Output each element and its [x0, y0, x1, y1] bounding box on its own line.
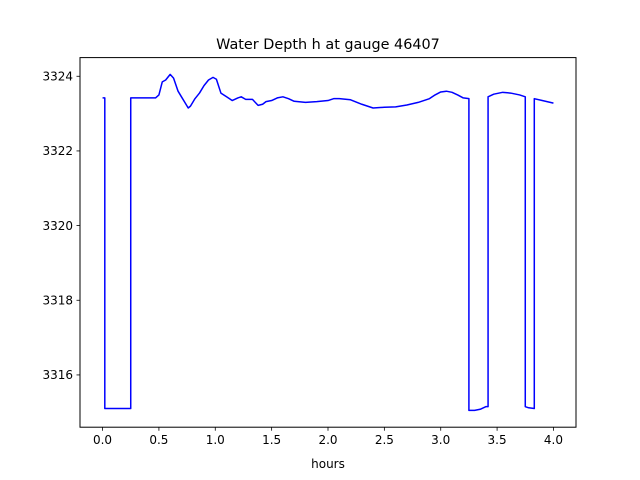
x-tick-label: 1.0: [206, 433, 225, 447]
chart-title: Water Depth h at gauge 46407: [216, 37, 440, 53]
x-tick-label: 2.5: [375, 433, 394, 447]
x-tick-label: 0.0: [93, 433, 112, 447]
y-axis: 3316 3318 3320 3322 3324: [42, 70, 80, 382]
x-axis: 0.0 0.5 1.0 1.5 2.0 2.5 3.0 3.5 4.0: [93, 427, 563, 447]
y-tick-label: 3316: [42, 368, 73, 382]
x-tick-label: 4.0: [544, 433, 563, 447]
y-tick-label: 3322: [42, 144, 73, 158]
y-tick-label: 3324: [42, 70, 73, 84]
plot-area: 0.0 0.5 1.0 1.5 2.0 2.5 3.0 3.5 4.0 3316 3318 3320…: [42, 57, 577, 447]
x-tick-label: 0.5: [149, 433, 168, 447]
x-tick-label: 2.0: [318, 433, 337, 447]
y-tick-label: 3320: [42, 219, 73, 233]
y-tick-label: 3318: [42, 294, 73, 308]
x-tick-label: 3.5: [488, 433, 507, 447]
x-tick-label: 1.5: [262, 433, 281, 447]
series-layer: [102, 73, 554, 412]
x-tick-label: 3.0: [431, 433, 450, 447]
x-axis-label: hours: [311, 457, 345, 471]
series-line: [102, 73, 554, 412]
